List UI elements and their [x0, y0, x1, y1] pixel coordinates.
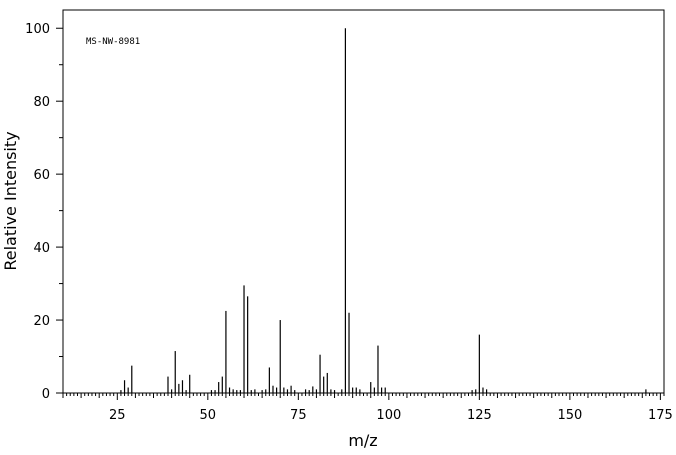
x-axis-label: m/z: [348, 431, 377, 450]
y-axis-ticks: 0 20 40 60 80 100: [25, 22, 63, 402]
x-tick-label: 175: [648, 408, 673, 423]
x-tick-label: 125: [467, 408, 492, 423]
y-axis-label: Relative Intensity: [1, 131, 20, 270]
y-tick-label: 60: [33, 168, 50, 183]
spectrum-annotation: MS-NW-8981: [86, 37, 140, 47]
y-tick-label: 20: [33, 314, 50, 329]
x-tick-label: 150: [557, 408, 582, 423]
x-axis-ticks: 25 50 75 100 125 150 175: [62, 393, 673, 423]
x-tick-label: 100: [376, 408, 401, 423]
y-tick-label: 0: [42, 387, 50, 402]
plot-frame: [62, 9, 665, 394]
x-tick-label: 25: [109, 408, 126, 423]
x-tick-label: 75: [290, 408, 307, 423]
y-tick-label: 40: [33, 241, 50, 256]
y-tick-label: 100: [25, 22, 50, 37]
y-tick-label: 80: [33, 95, 50, 110]
x-tick-label: 50: [200, 408, 217, 423]
spectrum-peaks: [120, 28, 647, 393]
